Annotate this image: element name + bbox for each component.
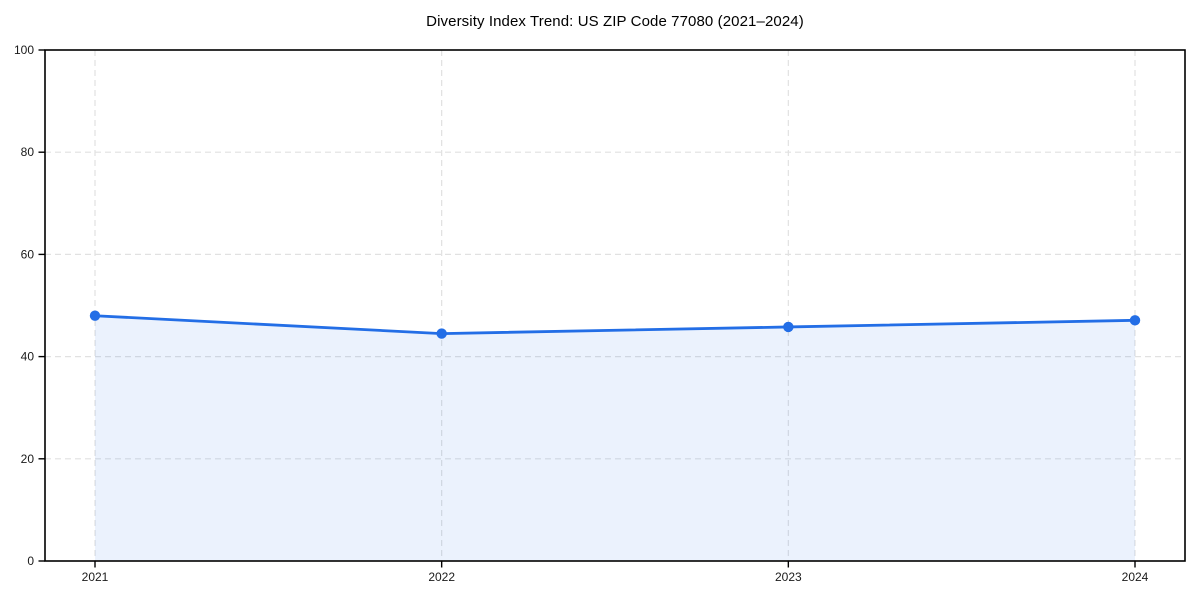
x-tick-label: 2021	[82, 570, 109, 584]
x-tick-label: 2022	[428, 570, 455, 584]
data-point-marker	[436, 328, 447, 339]
data-point-marker	[1129, 315, 1141, 326]
x-tick-label: 2023	[775, 570, 802, 584]
series-line	[93, 314, 1137, 336]
y-tick-label: 40	[21, 350, 35, 364]
series-area-fill	[95, 315, 1135, 561]
y-tick-label: 0	[27, 554, 34, 568]
x-tick-label: 2024	[1122, 570, 1149, 584]
y-tick-label: 80	[21, 145, 35, 159]
y-tick-label: 20	[21, 452, 35, 466]
chart-title: Diversity Index Trend: US ZIP Code 77080…	[426, 13, 804, 30]
y-tick-label: 60	[21, 247, 35, 261]
data-point-marker	[783, 321, 794, 333]
y-tick-label: 100	[14, 43, 34, 57]
data-point-marker	[89, 310, 101, 321]
plot-border	[44, 49, 1186, 562]
